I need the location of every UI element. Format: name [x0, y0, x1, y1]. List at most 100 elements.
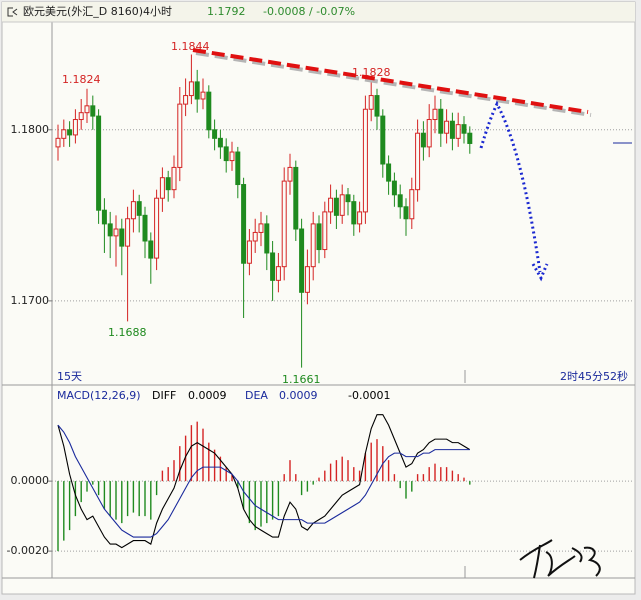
- y-tick-label: -0.0020: [7, 544, 49, 557]
- candle-body: [78, 112, 84, 121]
- candle-body: [328, 197, 334, 213]
- candle-body: [252, 231, 258, 242]
- period-label: 15天: [57, 370, 82, 383]
- candle-body: [362, 108, 368, 213]
- candle-body: [345, 194, 351, 203]
- trendline-shadow: [195, 51, 592, 117]
- candle-body: [281, 180, 287, 268]
- candle-body: [299, 228, 305, 293]
- price-annotation: 1.1661: [282, 373, 321, 386]
- macd-line: [57, 414, 471, 549]
- candle-body: [293, 166, 299, 230]
- forecast-arrowhead: [531, 263, 549, 282]
- candle-body: [235, 151, 241, 186]
- candle-body: [142, 214, 148, 242]
- candle-body: [316, 223, 322, 251]
- legend-dea-value: 0.0009: [279, 389, 318, 402]
- candle-body: [55, 137, 61, 148]
- header-title: 欧元美元(外汇_D 8160)4小时: [23, 5, 172, 18]
- candle-body: [148, 240, 154, 259]
- legend-dea: DEA: [245, 389, 268, 402]
- candle-body: [374, 95, 380, 117]
- candle-body: [449, 120, 455, 139]
- header-icon[interactable]: [7, 7, 18, 17]
- y-tick-label: 1.1700: [11, 294, 50, 307]
- candle-body: [183, 95, 189, 105]
- candle-body: [101, 209, 107, 225]
- y-tick-label: 0.0000: [11, 474, 50, 487]
- candle-body: [426, 119, 432, 148]
- candle-body: [391, 180, 397, 196]
- candle-body: [61, 129, 67, 139]
- candle-body: [165, 177, 171, 191]
- candle-body: [275, 266, 281, 281]
- candle-body: [107, 223, 113, 237]
- countdown-label: 2时45分52秒: [560, 369, 628, 383]
- forecast-arrow: [479, 100, 542, 273]
- candle-body: [136, 201, 142, 216]
- candle-body: [287, 166, 293, 182]
- candle-body: [177, 103, 183, 168]
- y-tick-label: 1.1800: [11, 123, 50, 136]
- candle-body: [432, 108, 438, 121]
- plot-area: 1.18001.17001.18241.18441.18281.16881.16…: [7, 40, 633, 557]
- candle-body: [246, 240, 252, 264]
- candle-body: [130, 201, 136, 220]
- candle-body: [67, 129, 73, 136]
- candle-body: [258, 223, 264, 233]
- candle-body: [310, 223, 316, 268]
- candle-body: [397, 194, 403, 208]
- header-price: 1.1792: [207, 5, 246, 18]
- price-annotation: 1.1824: [62, 73, 101, 86]
- legend-diff-value: 0.0009: [188, 389, 227, 402]
- candle-body: [420, 132, 426, 148]
- price-annotation: 1.1688: [108, 326, 147, 339]
- candle-body: [444, 120, 450, 134]
- candle-body: [304, 266, 310, 293]
- candle-body: [409, 189, 415, 220]
- candle-body: [467, 132, 473, 144]
- legend-macd-value: -0.0001: [348, 389, 390, 402]
- candle-body: [154, 197, 160, 259]
- macd-line: [57, 424, 470, 538]
- candle-body: [113, 228, 119, 237]
- signature: [519, 539, 601, 579]
- candle-body: [206, 91, 212, 131]
- candle-body: [159, 177, 165, 199]
- candle-body: [264, 223, 270, 254]
- candle-body: [368, 95, 374, 110]
- price-annotation: 1.1828: [352, 66, 391, 79]
- candle-body: [380, 115, 386, 165]
- candle-body: [322, 211, 328, 251]
- candle-body: [229, 151, 235, 162]
- candle-body: [171, 166, 177, 191]
- candle-body: [270, 252, 276, 281]
- candle-body: [241, 184, 247, 264]
- candle-body: [188, 81, 194, 97]
- candle-body: [119, 228, 125, 247]
- candle-body: [357, 211, 363, 225]
- candle-body: [333, 197, 339, 216]
- candle-body: [84, 105, 90, 114]
- candle-body: [386, 163, 392, 182]
- candle-body: [461, 124, 467, 134]
- candle-body: [212, 129, 218, 139]
- trendline: [192, 48, 589, 114]
- candle-body: [455, 124, 461, 139]
- macd-title: MACD(12,26,9): [57, 389, 141, 402]
- candle-body: [217, 137, 223, 148]
- candle-body: [72, 119, 78, 136]
- title-bar: [2, 2, 635, 22]
- candle-body: [194, 81, 200, 100]
- legend-diff: DIFF: [152, 389, 176, 402]
- candle-body: [351, 201, 357, 225]
- candle-body: [125, 218, 131, 247]
- candle-body: [339, 194, 345, 216]
- candle-body: [90, 105, 96, 117]
- candle-body: [96, 115, 102, 211]
- candle-body: [200, 91, 206, 100]
- candle-body: [223, 146, 229, 162]
- candle-body: [415, 132, 421, 191]
